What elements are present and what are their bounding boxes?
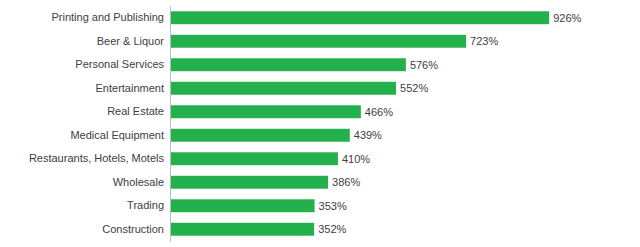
tick: Printing and Publishing <box>51 11 164 23</box>
tick: Entertainment <box>96 82 164 94</box>
data-label: 926% <box>553 12 581 24</box>
axis-line <box>170 7 171 242</box>
data-label: 353% <box>319 200 347 212</box>
tick: Personal Services <box>75 58 164 70</box>
data-label: 723% <box>470 35 498 47</box>
data-label: 386% <box>332 176 360 188</box>
data-labels: 352% 353% 386% 410% 439% 466% 552% 576% 723% 926% <box>318 12 581 236</box>
tick: Beer & Liquor <box>97 35 165 47</box>
tick-label: Beer & Liquor <box>97 35 165 47</box>
tick-label: Entertainment <box>96 82 164 94</box>
tick-label: Wholesale <box>113 176 164 188</box>
tick-label: Real Estate <box>107 105 164 117</box>
plot: Construction Trading Wholesale Restaurants,… <box>29 7 582 242</box>
tick-label: Printing and Publishing <box>51 11 164 23</box>
bar <box>170 223 314 236</box>
tick-label: Personal Services <box>75 58 164 70</box>
tick: Real Estate <box>107 105 164 117</box>
tick: Medical Equipment <box>70 129 164 141</box>
bar <box>170 105 361 118</box>
tick-label: Medical Equipment <box>70 129 164 141</box>
tick-label: Construction <box>102 223 164 235</box>
data-label: 439% <box>354 129 382 141</box>
data-label: 552% <box>400 82 428 94</box>
y-axis: Construction Trading Wholesale Restaurants,… <box>29 7 171 242</box>
tick: Restaurants, Hotels, Motels <box>29 152 165 164</box>
tick-label: Trading <box>127 199 164 211</box>
bar <box>170 199 315 212</box>
bar <box>170 152 338 165</box>
tick: Construction <box>102 223 164 235</box>
bar <box>170 176 328 189</box>
bar <box>170 129 350 142</box>
bar <box>170 82 396 95</box>
bars <box>170 11 549 235</box>
tick: Trading <box>127 199 164 211</box>
bar <box>170 35 466 48</box>
data-label: 352% <box>318 223 346 235</box>
tick: Wholesale <box>113 176 164 188</box>
data-label: 410% <box>342 153 370 165</box>
bar <box>170 11 549 24</box>
chart: Construction Trading Wholesale Restaurants,… <box>0 0 640 247</box>
tick-label: Restaurants, Hotels, Motels <box>29 152 165 164</box>
data-label: 576% <box>410 59 438 71</box>
data-label: 466% <box>365 106 393 118</box>
bar <box>170 58 406 71</box>
